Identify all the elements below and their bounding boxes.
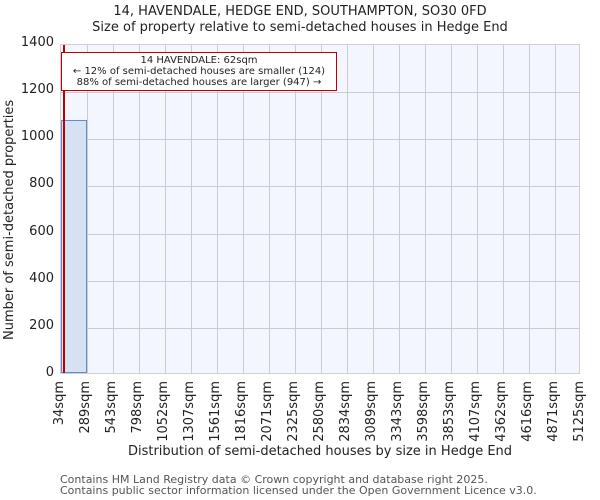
grid-line-vertical [86, 45, 88, 373]
x-tick-label: 3598sqm [416, 381, 431, 442]
annotation-line3: 88% of semi-detached houses are larger (… [76, 77, 322, 88]
histogram-bar [61, 119, 87, 373]
x-tick-label: 1816sqm [234, 381, 249, 442]
x-axis-label: Distribution of semi-detached houses by … [127, 444, 513, 459]
x-tick-label: 543sqm [104, 381, 119, 434]
annotation-line2: ← 12% of semi-detached houses are smalle… [72, 66, 326, 77]
grid-line-vertical [398, 45, 400, 373]
grid-line-vertical [242, 45, 244, 373]
grid-line-vertical [528, 45, 530, 373]
grid-line-horizontal [61, 139, 579, 141]
annotation-line1: 14 HAVENDALE: 62sqm [140, 55, 258, 66]
y-tick-label: 1200 [20, 82, 54, 98]
grid-line-horizontal [61, 92, 579, 94]
x-tick-label: 289sqm [78, 381, 93, 434]
x-tick-label: 4871sqm [546, 381, 561, 442]
y-axis-label: Number of semi-detached properties [2, 99, 17, 340]
grid-line-horizontal [61, 186, 579, 188]
chart-title-line1: 14, HAVENDALE, HEDGE END, SOUTHAMPTON, S… [113, 4, 487, 19]
x-tick-label: 4362sqm [494, 381, 509, 442]
property-annotation: 14 HAVENDALE: 62sqm ← 12% of semi-detache… [61, 52, 337, 91]
x-tick-label: 3853sqm [442, 381, 457, 442]
x-tick-label: 34sqm [52, 381, 67, 426]
grid-line-vertical [112, 45, 114, 373]
x-tick-label: 798sqm [130, 381, 145, 434]
x-tick-label: 1561sqm [208, 381, 223, 442]
x-tick-label: 3343sqm [390, 381, 405, 442]
y-tick-label: 1000 [20, 129, 54, 145]
x-tick-label: 2834sqm [338, 381, 353, 442]
x-tick-label: 1307sqm [182, 381, 197, 442]
x-tick-label: 4616sqm [520, 381, 535, 442]
footer-copyright: Contains HM Land Registry data © Crown c… [60, 473, 488, 486]
x-tick-label: 2580sqm [312, 381, 327, 442]
grid-line-vertical [320, 45, 322, 373]
x-tick-label: 5125sqm [572, 381, 587, 442]
plot-area: 14 HAVENDALE: 62sqm ← 12% of semi-detache… [60, 44, 580, 374]
y-tick-label: 400 [29, 270, 54, 286]
y-tick-label: 200 [29, 317, 54, 333]
x-tick-label: 2071sqm [260, 381, 275, 442]
grid-line-vertical [476, 45, 478, 373]
grid-line-horizontal [61, 233, 579, 235]
y-tick-label: 800 [29, 176, 54, 192]
grid-line-vertical [268, 45, 270, 373]
grid-line-vertical [372, 45, 374, 373]
grid-line-horizontal [61, 327, 579, 329]
x-tick-label: 3089sqm [364, 381, 379, 442]
x-tick-label: 1052sqm [156, 381, 171, 442]
x-tick-label: 4107sqm [468, 381, 483, 442]
grid-line-vertical [190, 45, 192, 373]
grid-line-vertical [138, 45, 140, 373]
grid-line-vertical [450, 45, 452, 373]
chart-title-line2: Size of property relative to semi-detach… [92, 20, 508, 35]
grid-line-vertical [502, 45, 504, 373]
grid-line-vertical [216, 45, 218, 373]
grid-line-vertical [346, 45, 348, 373]
grid-line-horizontal [61, 280, 579, 282]
grid-line-vertical [554, 45, 556, 373]
grid-line-vertical [294, 45, 296, 373]
x-tick-label: 2325sqm [286, 381, 301, 442]
footer-licence: Contains public sector information licen… [60, 484, 537, 497]
y-tick-label: 0 [45, 365, 54, 380]
property-marker-line [62, 45, 65, 373]
y-tick-label: 600 [29, 223, 54, 239]
grid-line-vertical [164, 45, 166, 373]
y-tick-label: 1400 [20, 35, 54, 50]
grid-line-vertical [424, 45, 426, 373]
